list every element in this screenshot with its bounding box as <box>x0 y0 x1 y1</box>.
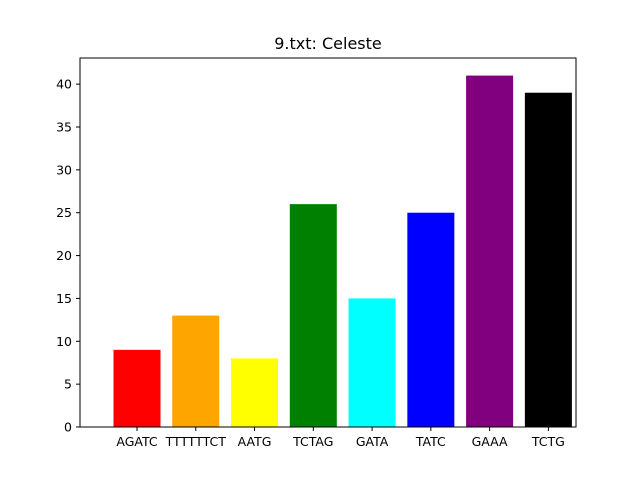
y-tick-label: 20 <box>56 248 72 263</box>
y-tick-label: 40 <box>56 77 72 92</box>
y-axis: 0 5 10 15 20 25 30 35 40 <box>56 77 80 435</box>
y-tick-label: 30 <box>56 162 72 177</box>
y-tick-label: 0 <box>64 420 72 435</box>
x-axis: AGATC TTTTTTCT AATG TCTAG GATA TATC GAAA TCTG <box>116 427 565 449</box>
bar-aatg <box>231 358 279 427</box>
x-tick-label: TCTG <box>531 434 565 449</box>
bar-tatc <box>407 212 455 427</box>
bar-tctag <box>289 204 337 427</box>
y-tick-label: 35 <box>56 120 72 135</box>
y-tick-label: 15 <box>56 291 72 306</box>
x-tick-label: TCTAG <box>292 434 333 449</box>
y-tick-label: 25 <box>56 205 72 220</box>
x-tick-label: AGATC <box>116 434 158 449</box>
plot-area-frame <box>79 57 577 428</box>
bar-ttttttct <box>172 315 220 427</box>
x-tick-label: AATG <box>238 434 272 449</box>
x-tick-label: GATA <box>356 434 389 449</box>
bar-agatc <box>113 349 161 427</box>
bars-layer <box>113 75 572 428</box>
bar-gaaa <box>466 75 514 428</box>
y-tick-label: 10 <box>56 334 72 349</box>
chart-title: 9.txt: Celeste <box>274 34 382 53</box>
y-tick-label: 5 <box>64 377 72 392</box>
x-tick-label: TTTTTTCT <box>165 434 227 449</box>
x-tick-label: GAAA <box>472 434 508 449</box>
bar-gata <box>348 298 396 427</box>
x-tick-label: TATC <box>415 434 446 449</box>
bar-tctg <box>524 92 572 427</box>
